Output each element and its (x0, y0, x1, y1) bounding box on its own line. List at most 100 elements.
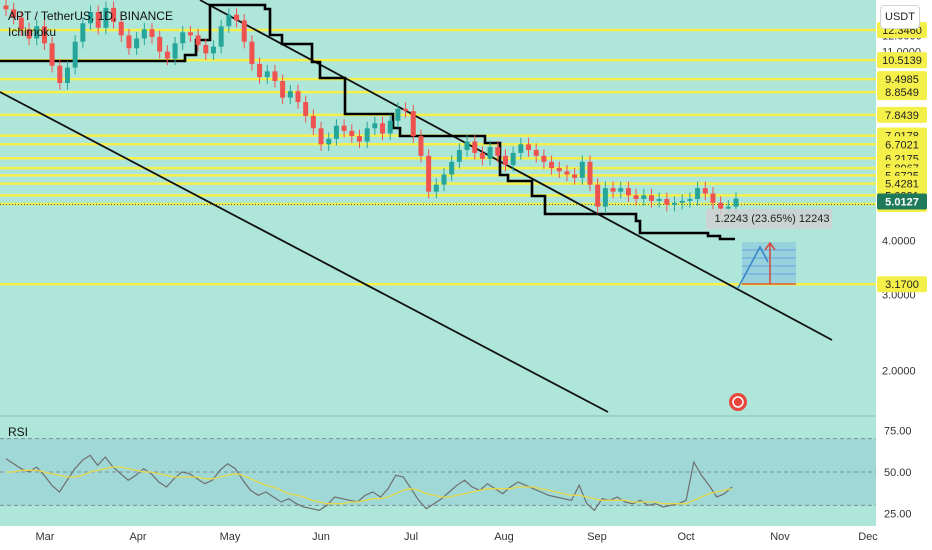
candle-body (26, 29, 32, 39)
candle-body (134, 38, 140, 49)
candle-body (72, 41, 78, 68)
candle-body (372, 123, 378, 129)
candle-body (733, 198, 739, 207)
indicator-label: Ichimoku (8, 25, 56, 39)
candle-body (64, 67, 70, 84)
candle-body (180, 32, 186, 44)
candle-body (41, 26, 47, 44)
rsi-ma-line (6, 466, 733, 505)
x-tick-label: May (220, 531, 241, 543)
currency-button[interactable]: USDT (880, 5, 920, 29)
candle-body (88, 11, 94, 24)
x-tick-label: Oct (677, 531, 694, 543)
chart-title: APT / TetherUS, 1D, BINANCE (8, 9, 173, 23)
level-tag-bg (877, 136, 927, 153)
candle-body (326, 138, 332, 145)
candle-body (456, 149, 462, 162)
candle-body (510, 152, 516, 165)
candle-body (95, 11, 101, 28)
candle-body (172, 43, 178, 59)
candle-body (241, 20, 247, 42)
candle-body (187, 32, 193, 36)
channel-upper-line (199, 0, 833, 341)
candle-body (541, 155, 547, 162)
candle-body (426, 155, 432, 192)
candle-body (111, 7, 117, 22)
candle-body (57, 65, 63, 84)
level-tag-label: 7.8439 (885, 110, 919, 122)
candle-body (487, 147, 493, 159)
candle-body (433, 184, 439, 192)
rsi-label: RSI (8, 425, 28, 439)
y-tick-label: 4.0000 (882, 236, 916, 248)
time-axis-bg (0, 526, 876, 550)
candle-body (280, 81, 286, 98)
candle-body (395, 108, 401, 121)
candle-body (157, 36, 163, 52)
candle-body (141, 29, 147, 39)
level-tag-label: 10.5139 (882, 55, 922, 67)
candle-body (364, 128, 370, 142)
candle-body (625, 188, 631, 196)
candle-body (341, 125, 347, 131)
measure-label-box (706, 209, 832, 229)
x-tick-label: Dec (858, 531, 878, 543)
x-tick-label: Mar (36, 531, 55, 543)
candle-body (49, 43, 55, 66)
candle-body (656, 199, 662, 201)
candle-body (126, 35, 132, 49)
candle-body (518, 144, 524, 153)
candle-body (464, 141, 470, 150)
x-tick-label: Apr (129, 531, 146, 543)
candle-body (164, 51, 170, 59)
candle-body (633, 195, 639, 200)
level-tag-bg (877, 52, 927, 69)
candle-body (495, 147, 501, 156)
candle-body (410, 111, 416, 137)
level-tag-label: 8.8549 (885, 87, 919, 99)
candle-body (564, 171, 570, 175)
candle-body (579, 161, 585, 178)
current-price-tag-bg (877, 193, 927, 210)
candle-body (602, 188, 608, 207)
measure-arrowhead (764, 241, 776, 251)
candle-body (195, 35, 201, 45)
candle-body (118, 21, 124, 36)
candle-body (526, 144, 532, 150)
candle-body (349, 130, 355, 137)
candle-body (618, 188, 624, 192)
measure-range-box (742, 242, 796, 284)
candle-body (356, 136, 362, 142)
channel-lower-line (0, 91, 609, 413)
candle-body (664, 199, 670, 205)
candle-body (387, 120, 393, 134)
candle-body (725, 206, 731, 209)
level-tag-bg (877, 71, 927, 88)
candle-body (549, 161, 555, 169)
candle-body (418, 136, 424, 156)
candle-body (556, 168, 562, 172)
candle-body (3, 5, 9, 10)
ichimoku-base-line (0, 3, 735, 241)
projection-path (737, 245, 769, 289)
candle-body (595, 184, 601, 207)
candle-body (303, 102, 309, 116)
level-tag-bg (877, 84, 927, 101)
candle-body (533, 149, 539, 156)
candle-body (449, 161, 455, 175)
candle-body (718, 202, 724, 209)
level-tag-label: 9.4985 (885, 74, 919, 86)
candle-body (318, 128, 324, 145)
candle-body (587, 161, 593, 185)
candle-body (687, 199, 693, 201)
candle-body (441, 174, 447, 185)
level-tag-label: 3.1700 (885, 279, 919, 291)
candle-body (264, 71, 270, 78)
candle-body (403, 108, 409, 112)
candle-body (203, 44, 209, 54)
candle-body (333, 125, 339, 139)
x-tick-label: Jul (404, 531, 418, 543)
candle-body (272, 71, 278, 82)
